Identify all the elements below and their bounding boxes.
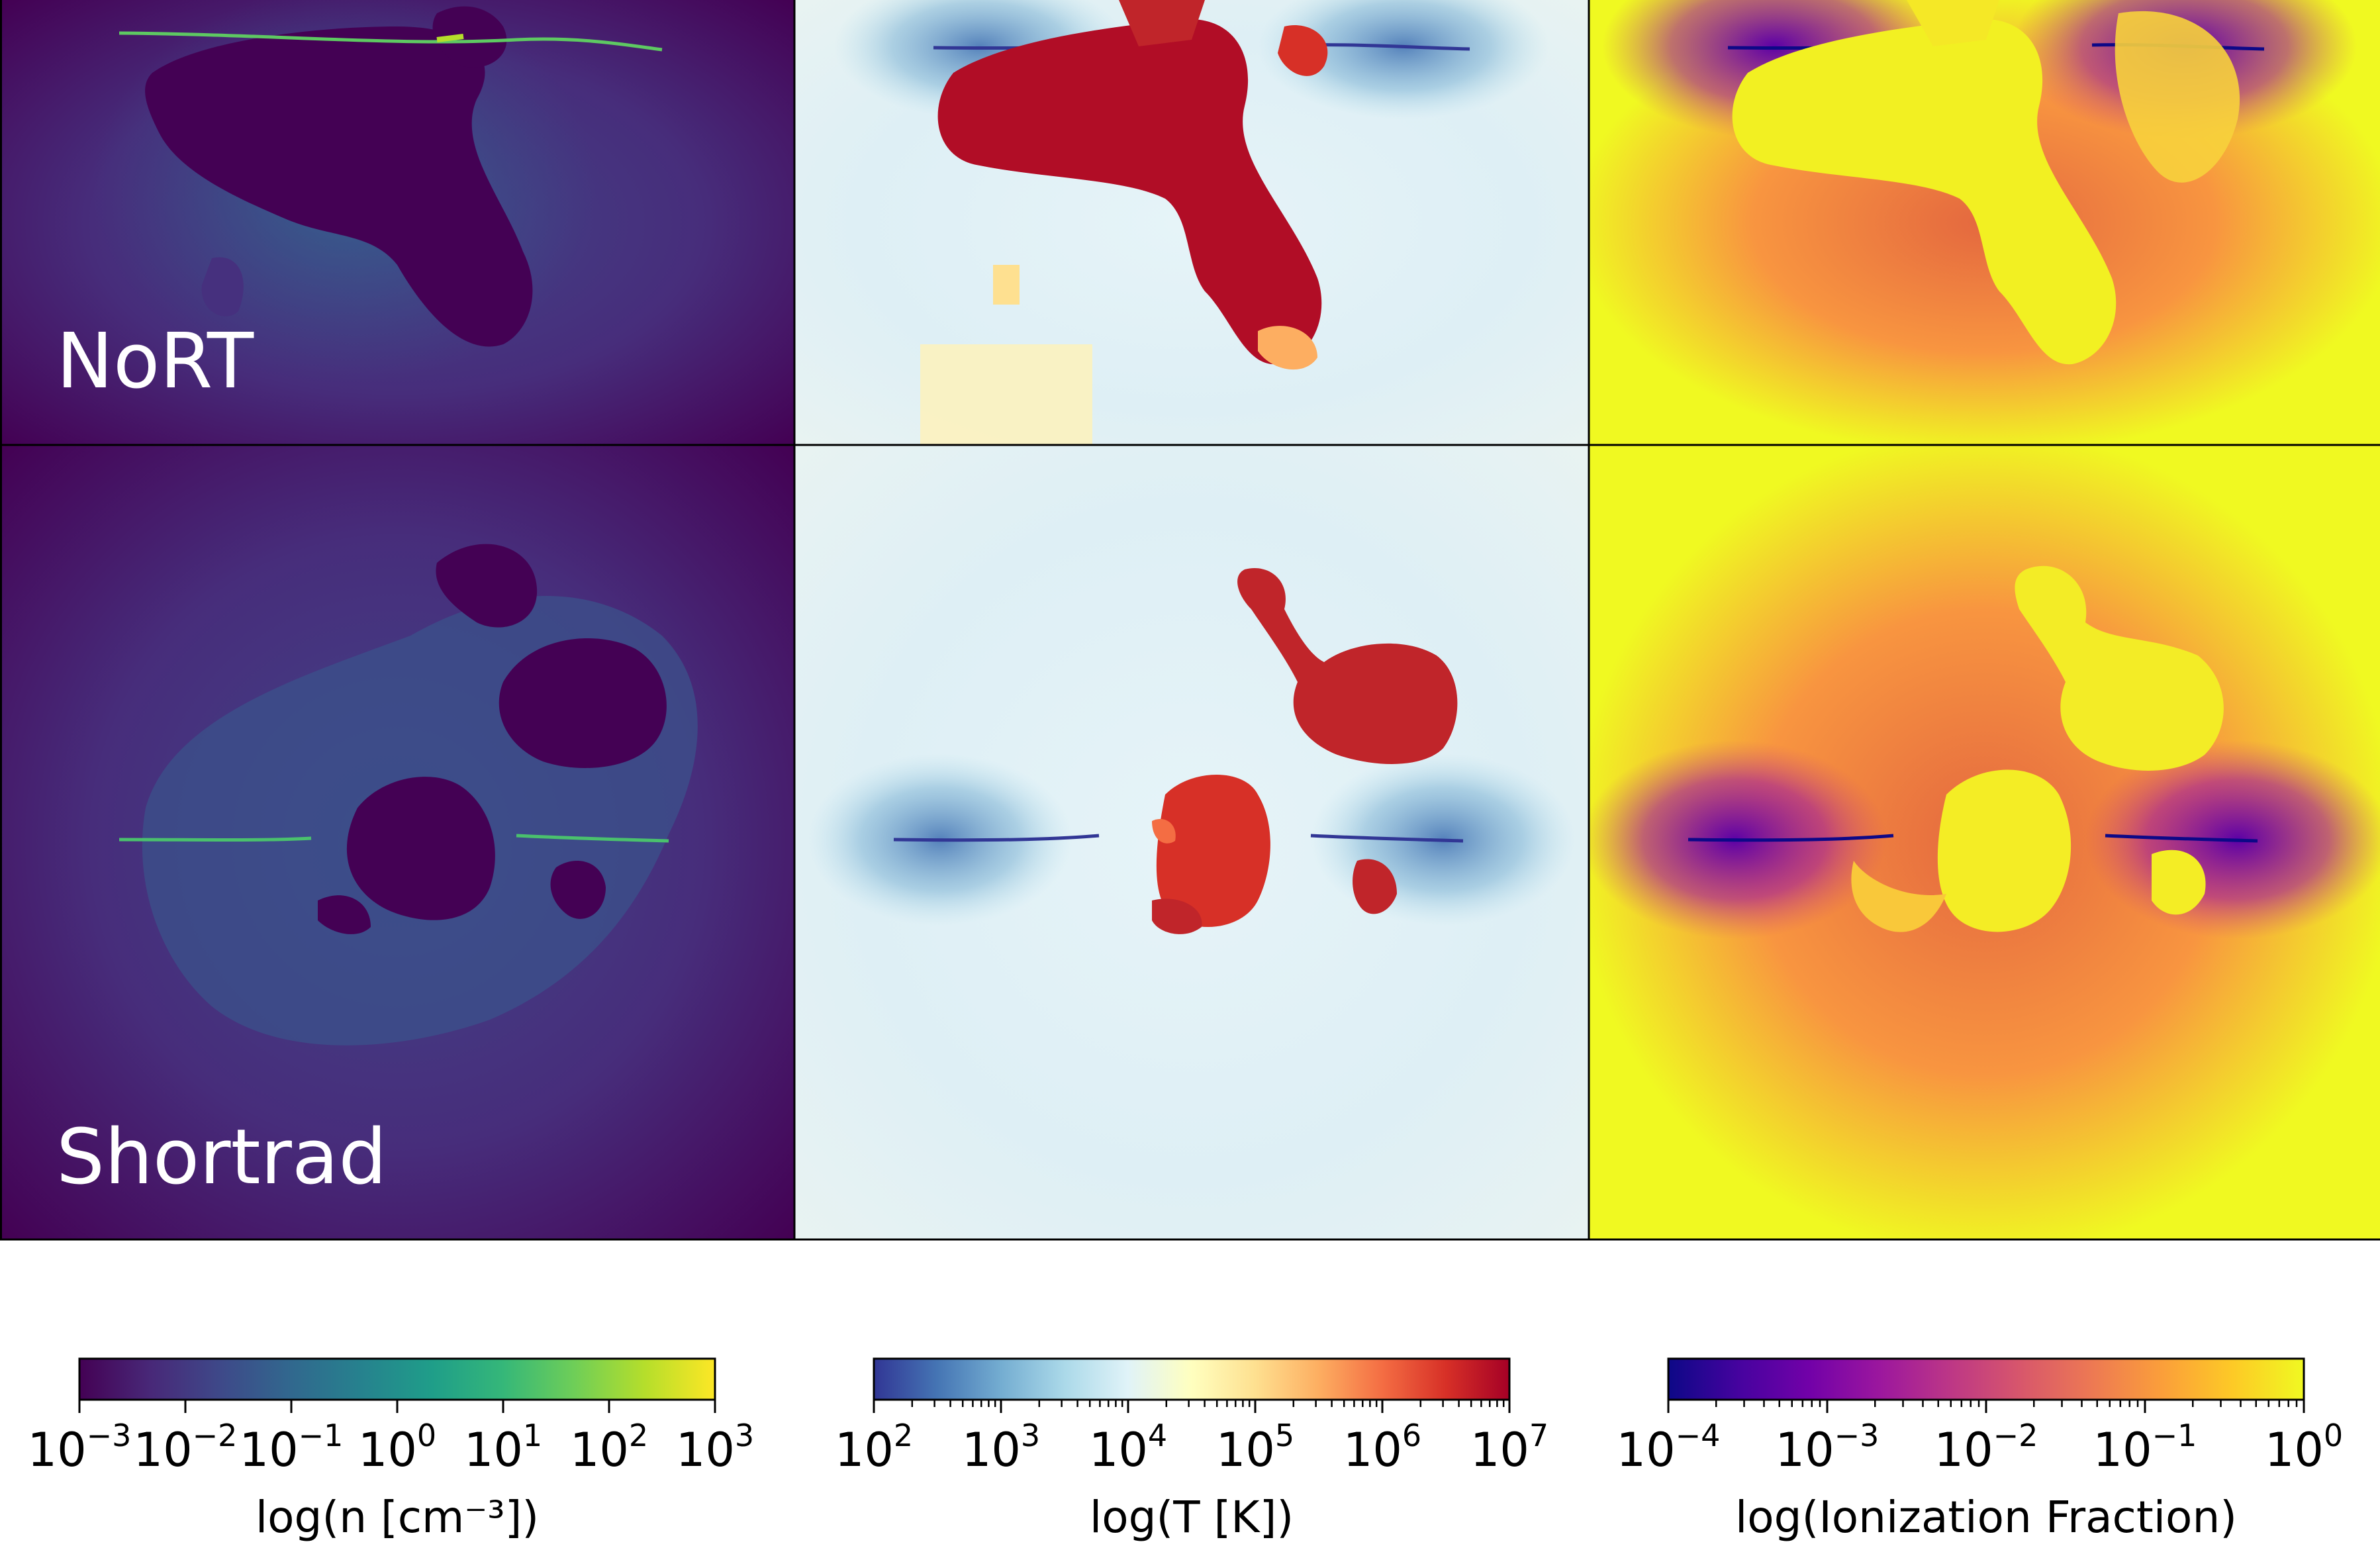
panel-nort-density (0, 0, 794, 445)
panel-shortrad-ionization (1589, 445, 2380, 1239)
colorbar-density-bar (78, 1357, 716, 1401)
colorbar-tick-label: 10−3 (1776, 1418, 1880, 1477)
panel-nort-ionization (1589, 0, 2380, 445)
colorbar-ionization-bar (1667, 1357, 2305, 1401)
colorbar-temperature-label: log(T [K]) (1090, 1492, 1294, 1543)
colorbar-temperature-bar (873, 1357, 1511, 1401)
colorbar-tick-label: 10−3 (28, 1418, 132, 1477)
colorbar-tick-label: 10−1 (240, 1418, 344, 1477)
colorbar-tick-label: 106 (1343, 1418, 1421, 1477)
panel-grid (0, 0, 2380, 1241)
colorbar-ionization-label: log(Ionization Fraction) (1735, 1492, 2237, 1543)
colorbar-tick-label: 103 (962, 1418, 1040, 1477)
colorbar-tick-label: 10−1 (2093, 1418, 2197, 1477)
colorbar-density-label: log(n [cm⁻³]) (256, 1492, 539, 1543)
panel-nort-temperature (794, 0, 1589, 445)
colorbar-tick-label: 10−4 (1617, 1418, 1721, 1477)
colorbar-ionization: 10−4 10−3 10−2 10−1 100 log(Ionization Fracti… (1617, 1357, 2343, 1543)
row-label-nort: NoRT (56, 317, 254, 406)
colorbar-tick-label: 103 (676, 1418, 754, 1477)
colorbar-temperature: 102 103 104 105 106 107 log(T [K]) (835, 1357, 1548, 1543)
colorbar-tick-label: 104 (1089, 1418, 1167, 1477)
colorbar-tick-label: 101 (464, 1418, 542, 1477)
colorbar-tick-label: 100 (2265, 1418, 2343, 1477)
colorbar-tick-label: 105 (1216, 1418, 1294, 1477)
colorbar-tick-label: 10−2 (134, 1418, 238, 1477)
colorbar-tick-label: 107 (1470, 1418, 1548, 1477)
row-label-shortrad: Shortrad (56, 1113, 387, 1202)
colorbar-tick-label: 102 (835, 1418, 913, 1477)
colorbar-tick-label: 10−2 (1934, 1418, 2038, 1477)
colorbar-tick-label: 102 (570, 1418, 648, 1477)
panel-shortrad-density (0, 445, 794, 1239)
colorbar-density: 10−3 10−2 10−1 100 101 102 103 log(n [cm⁻³]) (28, 1357, 754, 1543)
panel-shortrad-temperature (794, 445, 1589, 1239)
colorbar-tick-label: 100 (358, 1418, 436, 1477)
